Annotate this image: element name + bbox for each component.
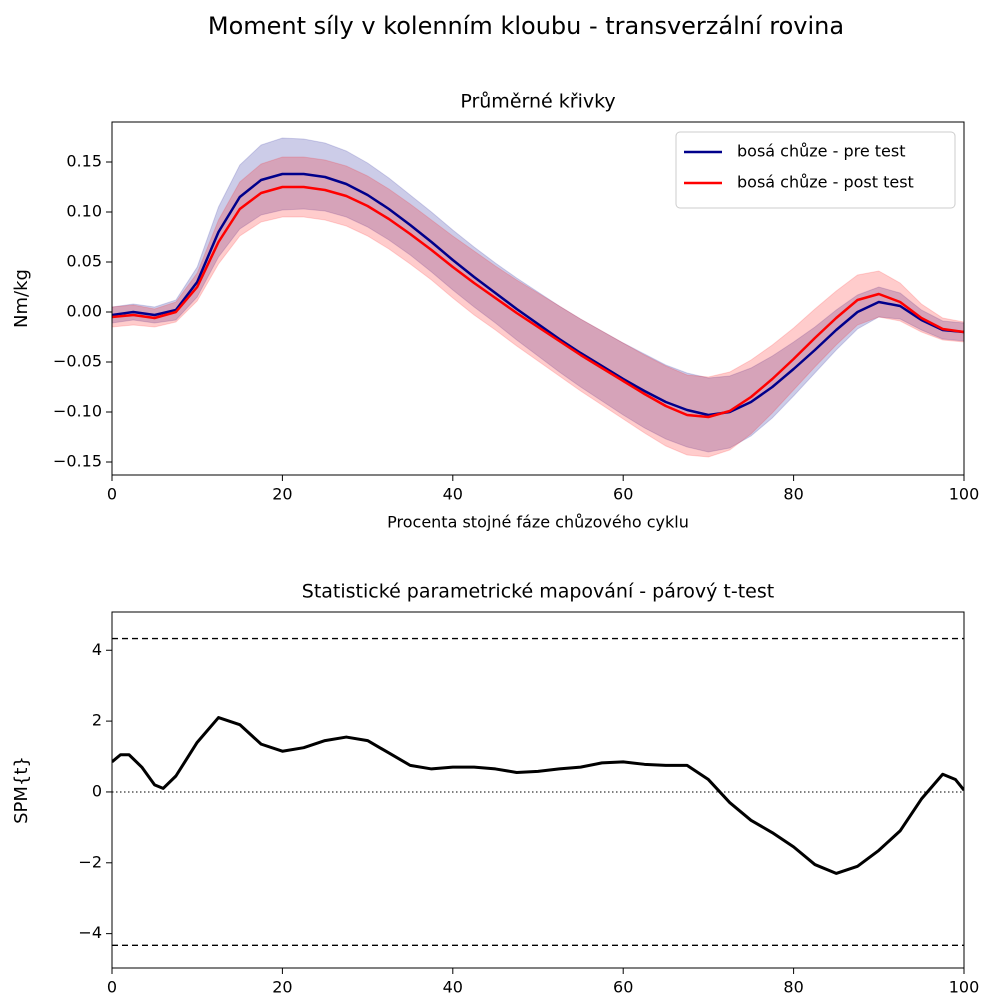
x-tick-label: 20	[272, 485, 292, 504]
y-tick-label: 0.10	[66, 202, 102, 221]
y-axis-label: Nm/kg	[11, 269, 32, 328]
x-tick-label: 60	[613, 485, 633, 504]
y-tick-label: 0.05	[66, 252, 102, 271]
y-tick-label: −0.10	[53, 402, 102, 421]
y-axis-label: SPM{t}	[11, 756, 32, 824]
x-tick-label: 40	[443, 485, 463, 504]
error-band	[112, 156, 964, 458]
legend-box	[675, 131, 956, 209]
x-tick-label: 80	[783, 485, 803, 504]
axes-frame	[111, 611, 965, 969]
y-tick-label: 0	[92, 781, 102, 800]
x-tick-label: 0	[107, 485, 117, 504]
series-line	[112, 185, 964, 419]
plot-area	[112, 637, 964, 946]
y-tick-label: −2	[78, 852, 102, 871]
x-tick-label: 100	[949, 978, 980, 997]
y-tick-label: 4	[92, 640, 102, 659]
plot-area	[112, 137, 964, 458]
x-tick-label: 100	[949, 485, 980, 504]
y-tick-label: −4	[78, 923, 102, 942]
x-tick-label: 80	[783, 978, 803, 997]
x-tick-label: 0	[107, 978, 117, 997]
figure-title: Moment síly v kolenním kloubu - transver…	[208, 12, 844, 40]
x-tick-label: 20	[272, 978, 292, 997]
y-tick-label: −0.15	[53, 452, 102, 471]
series-line	[112, 172, 964, 417]
y-tick-label: 2	[92, 711, 102, 730]
series-line	[112, 716, 964, 875]
y-tick-label: −0.05	[53, 352, 102, 371]
axes-frame	[111, 121, 965, 476]
axes-title: Statistické parametrické mapování - páro…	[302, 581, 774, 603]
y-tick-label: 0.15	[66, 152, 102, 171]
legend-label: bosá chůze - pre test	[737, 142, 905, 161]
axes-title: Průměrné křivky	[460, 91, 615, 113]
x-tick-label: 40	[443, 978, 463, 997]
x-tick-label: 60	[613, 978, 633, 997]
legend-label: bosá chůze - post test	[737, 173, 914, 192]
x-axis-label: Procenta stojné fáze chůzového cyklu	[387, 513, 689, 532]
y-tick-label: 0.00	[66, 302, 102, 321]
error-band	[112, 137, 964, 453]
